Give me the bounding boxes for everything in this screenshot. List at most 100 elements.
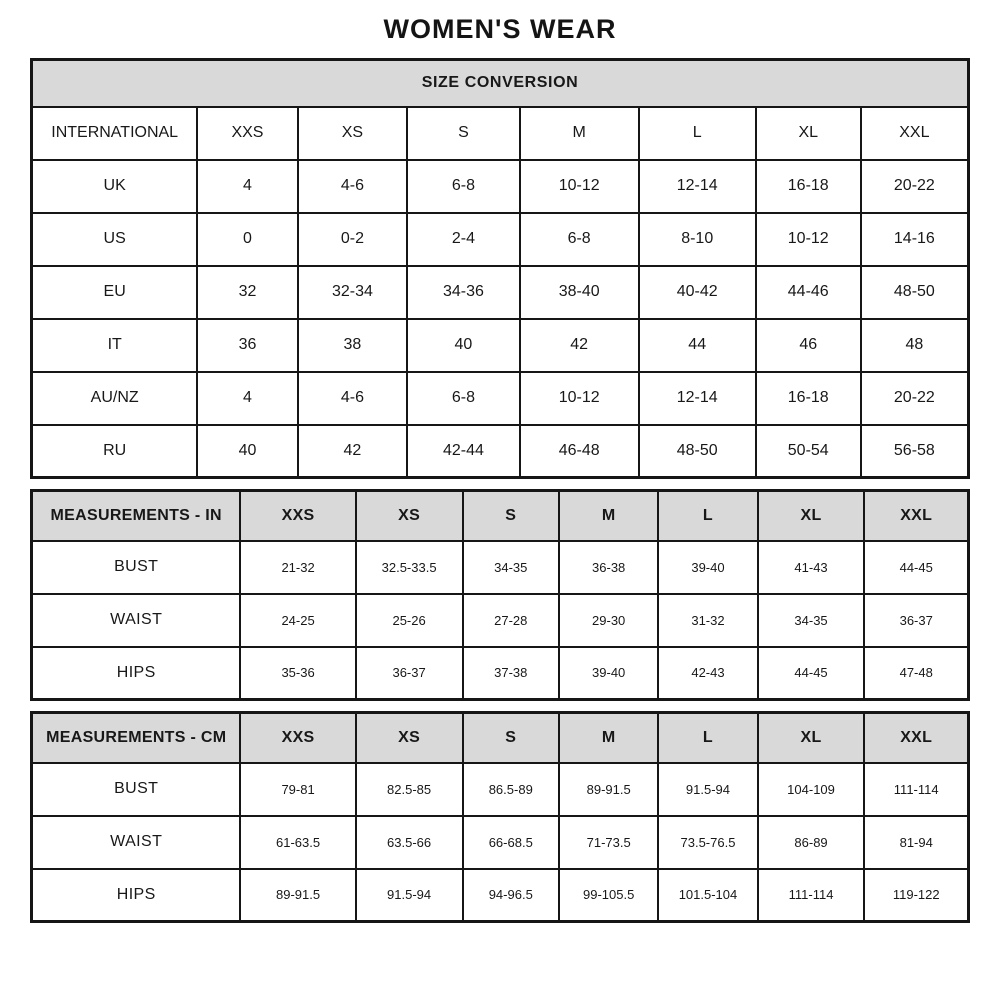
measurements-cm-header: MEASUREMENTS - CM <box>30 711 242 764</box>
column-header-xxs: XXS <box>196 105 299 161</box>
size-value-cell: 82.5-85 <box>354 761 464 817</box>
size-value-cell: 101.5-104 <box>657 867 759 923</box>
column-header-row: MEASUREMENTS - IN XXS XS S M L XL XXL <box>30 489 970 542</box>
size-value-cell: 6-8 <box>518 211 640 267</box>
column-header-international: INTERNATIONAL <box>30 105 199 161</box>
size-value-cell: 44-46 <box>754 264 862 320</box>
size-value-cell: 86.5-89 <box>461 761 560 817</box>
size-value-cell: 0 <box>196 211 299 267</box>
size-value-cell: 14-16 <box>859 211 970 267</box>
size-value-cell: 21-32 <box>239 539 357 595</box>
size-value-cell: 29-30 <box>557 592 660 648</box>
size-value-cell: 46 <box>754 317 862 373</box>
size-value-cell: 99-105.5 <box>557 867 660 923</box>
column-header-s: S <box>406 105 521 161</box>
column-header-l: L <box>657 711 759 764</box>
column-header-xs: XS <box>354 489 464 542</box>
table-row: IT 36 38 40 42 44 46 48 <box>30 317 970 373</box>
page-title: WOMEN'S WEAR <box>383 14 617 44</box>
table-title-row: SIZE CONVERSION <box>30 58 970 108</box>
size-value-cell: 56-58 <box>859 423 970 479</box>
size-value-cell: 20-22 <box>859 158 970 214</box>
size-value-cell: 111-114 <box>863 761 970 817</box>
size-value-cell: 32-34 <box>296 264 409 320</box>
column-header-xl: XL <box>754 105 862 161</box>
size-value-cell: 40 <box>406 317 521 373</box>
table-row: RU 40 42 42-44 46-48 48-50 50-54 56-58 <box>30 423 970 479</box>
row-label-us: US <box>30 211 199 267</box>
size-value-cell: 41-43 <box>756 539 866 595</box>
column-header-s: S <box>461 711 560 764</box>
row-label-hips: HIPS <box>30 645 242 701</box>
size-conversion-table: SIZE CONVERSION INTERNATIONAL XXS XS S M… <box>30 58 970 479</box>
size-value-cell: 48-50 <box>859 264 970 320</box>
size-value-cell: 66-68.5 <box>461 814 560 870</box>
size-value-cell: 48 <box>859 317 970 373</box>
size-value-cell: 94-96.5 <box>461 867 560 923</box>
size-value-cell: 36-37 <box>863 592 970 648</box>
measurements-cm-table: MEASUREMENTS - CM XXS XS S M L XL XXL BU… <box>30 711 970 923</box>
size-value-cell: 91.5-94 <box>354 867 464 923</box>
size-value-cell: 40 <box>196 423 299 479</box>
size-value-cell: 86-89 <box>756 814 866 870</box>
size-value-cell: 44-45 <box>756 645 866 701</box>
size-value-cell: 35-36 <box>239 645 357 701</box>
measurements-in-header: MEASUREMENTS - IN <box>30 489 242 542</box>
size-conversion-header: SIZE CONVERSION <box>30 58 970 108</box>
size-value-cell: 27-28 <box>461 592 560 648</box>
size-value-cell: 16-18 <box>754 158 862 214</box>
size-value-cell: 12-14 <box>637 370 757 426</box>
size-value-cell: 48-50 <box>637 423 757 479</box>
size-value-cell: 38-40 <box>518 264 640 320</box>
size-value-cell: 20-22 <box>859 370 970 426</box>
column-header-xs: XS <box>354 711 464 764</box>
column-header-xs: XS <box>296 105 409 161</box>
table-row: BUST 79-81 82.5-85 86.5-89 89-91.5 91.5-94 104… <box>30 761 970 817</box>
size-value-cell: 42 <box>518 317 640 373</box>
column-header-xxs: XXS <box>239 711 357 764</box>
row-label-au-nz: AU/NZ <box>30 370 199 426</box>
size-value-cell: 4-6 <box>296 158 409 214</box>
table-row: AU/NZ 4 4-6 6-8 10-12 12-14 16-18 20-22 <box>30 370 970 426</box>
size-value-cell: 36-38 <box>557 539 660 595</box>
size-value-cell: 61-63.5 <box>239 814 357 870</box>
size-value-cell: 4 <box>196 370 299 426</box>
table-row: WAIST 61-63.5 63.5-66 66-68.5 71-73.5 73.5-76… <box>30 814 970 870</box>
column-header-xxl: XXL <box>863 489 970 542</box>
size-value-cell: 81-94 <box>863 814 970 870</box>
table-row: US 0 0-2 2-4 6-8 8-10 10-12 14-16 <box>30 211 970 267</box>
measurements-in-table: MEASUREMENTS - IN XXS XS S M L XL XXL BU… <box>30 489 970 701</box>
size-value-cell: 104-109 <box>756 761 866 817</box>
size-value-cell: 119-122 <box>863 867 970 923</box>
column-header-xl: XL <box>756 711 866 764</box>
size-value-cell: 32 <box>196 264 299 320</box>
size-value-cell: 34-35 <box>461 539 560 595</box>
size-value-cell: 73.5-76.5 <box>657 814 759 870</box>
size-value-cell: 2-4 <box>406 211 521 267</box>
table-row: HIPS 89-91.5 91.5-94 94-96.5 99-105.5 101.5-1… <box>30 867 970 923</box>
size-value-cell: 34-35 <box>756 592 866 648</box>
size-value-cell: 31-32 <box>657 592 759 648</box>
table-row: UK 4 4-6 6-8 10-12 12-14 16-18 20-22 <box>30 158 970 214</box>
size-value-cell: 42-43 <box>657 645 759 701</box>
size-value-cell: 42 <box>296 423 409 479</box>
table-row: EU 32 32-34 34-36 38-40 40-42 44-46 48-50 <box>30 264 970 320</box>
size-value-cell: 6-8 <box>406 158 521 214</box>
size-value-cell: 39-40 <box>657 539 759 595</box>
column-header-l: L <box>637 105 757 161</box>
column-header-row: INTERNATIONAL XXS XS S M L XL XXL <box>30 105 970 161</box>
size-value-cell: 38 <box>296 317 409 373</box>
size-value-cell: 10-12 <box>754 211 862 267</box>
row-label-ru: RU <box>30 423 199 479</box>
row-label-hips: HIPS <box>30 867 242 923</box>
size-value-cell: 47-48 <box>863 645 970 701</box>
column-header-l: L <box>657 489 759 542</box>
size-value-cell: 8-10 <box>637 211 757 267</box>
row-label-bust: BUST <box>30 539 242 595</box>
row-label-it: IT <box>30 317 199 373</box>
size-value-cell: 37-38 <box>461 645 560 701</box>
size-value-cell: 16-18 <box>754 370 862 426</box>
size-value-cell: 42-44 <box>406 423 521 479</box>
size-value-cell: 32.5-33.5 <box>354 539 464 595</box>
size-value-cell: 91.5-94 <box>657 761 759 817</box>
